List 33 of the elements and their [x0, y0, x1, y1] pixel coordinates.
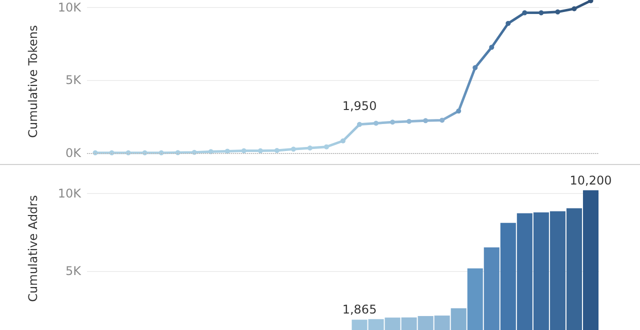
point	[406, 118, 412, 124]
point	[456, 108, 462, 114]
point	[390, 120, 396, 125]
y-tick-label: 0K	[65, 146, 82, 160]
point	[572, 6, 577, 12]
point	[324, 144, 329, 150]
point	[522, 10, 528, 16]
y-tick-label: 5K	[65, 73, 82, 88]
point	[307, 146, 312, 151]
y-axis-title: Cumulative Tokens	[26, 25, 40, 138]
point	[506, 20, 511, 26]
point	[274, 148, 280, 153]
point	[258, 148, 263, 154]
y-tick-label: 10K	[58, 0, 82, 14]
point	[472, 65, 478, 70]
y-axis-title: Cumulative Addrs	[26, 195, 40, 302]
point	[489, 44, 494, 50]
data-label: 1,950	[342, 98, 377, 113]
y-tick-label: 10K	[58, 186, 82, 200]
point	[241, 148, 246, 154]
data-label: 10,200	[570, 173, 612, 188]
point	[538, 10, 544, 16]
point	[374, 120, 379, 126]
point	[440, 118, 445, 123]
point	[357, 122, 362, 127]
point	[208, 149, 214, 154]
data-label: 1,865	[342, 302, 377, 317]
point	[224, 148, 230, 154]
point	[555, 9, 560, 14]
y-tick-label: 5K	[65, 264, 82, 278]
point	[423, 118, 428, 124]
point	[340, 138, 346, 144]
point	[290, 146, 296, 152]
